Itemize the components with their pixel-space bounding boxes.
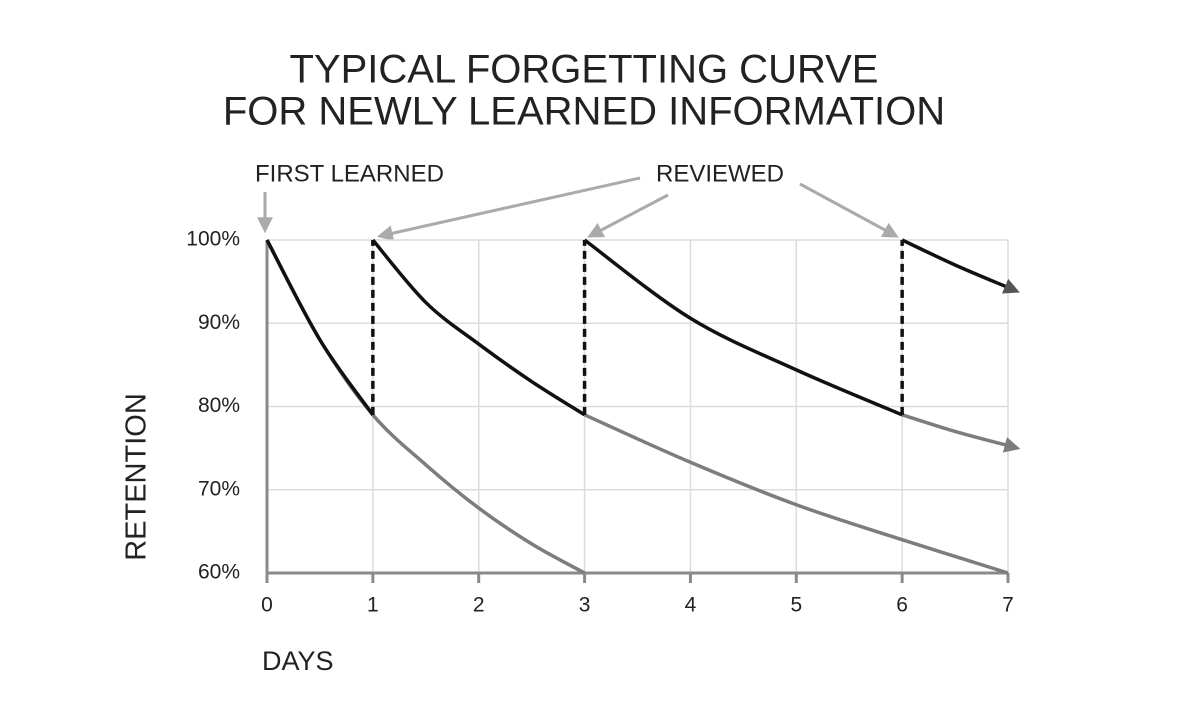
annotation-arrow bbox=[376, 176, 641, 242]
x-tick-label: 4 bbox=[685, 594, 697, 617]
x-tick-label: 2 bbox=[473, 594, 485, 617]
x-tick-label: 7 bbox=[1002, 594, 1014, 617]
curve bbox=[583, 413, 1009, 575]
annotation: FIRST LEARNED bbox=[255, 160, 444, 187]
y-tick-label: 80% bbox=[198, 394, 240, 417]
y-tick-label: 70% bbox=[198, 477, 240, 500]
y-axis-label: RETENTION bbox=[121, 393, 153, 561]
y-tick-label: 100% bbox=[186, 228, 240, 251]
chart-title: TYPICAL FORGETTING CURVE bbox=[290, 48, 879, 92]
chart-title: FOR NEWLY LEARNED INFORMATION bbox=[223, 90, 945, 134]
x-tick-label: 5 bbox=[790, 594, 802, 617]
annotation-arrow bbox=[587, 193, 669, 238]
annotation-arrow bbox=[799, 182, 899, 238]
annotation: REVIEWED bbox=[656, 160, 784, 187]
y-tick-label: 90% bbox=[198, 311, 240, 334]
curve bbox=[265, 239, 375, 416]
x-tick-label: 3 bbox=[579, 594, 591, 617]
x-tick-label: 1 bbox=[367, 594, 379, 617]
annotation-arrows bbox=[257, 176, 899, 242]
x-tick-label: 0 bbox=[261, 594, 273, 617]
curve bbox=[371, 238, 586, 417]
curve bbox=[901, 238, 1020, 294]
x-axis-label: DAYS bbox=[262, 646, 334, 676]
curve bbox=[583, 238, 903, 417]
x-tick-label: 6 bbox=[896, 594, 908, 617]
dashed-line bbox=[371, 240, 904, 415]
curve bbox=[901, 413, 1021, 453]
y-tick-label: 60% bbox=[198, 561, 240, 584]
